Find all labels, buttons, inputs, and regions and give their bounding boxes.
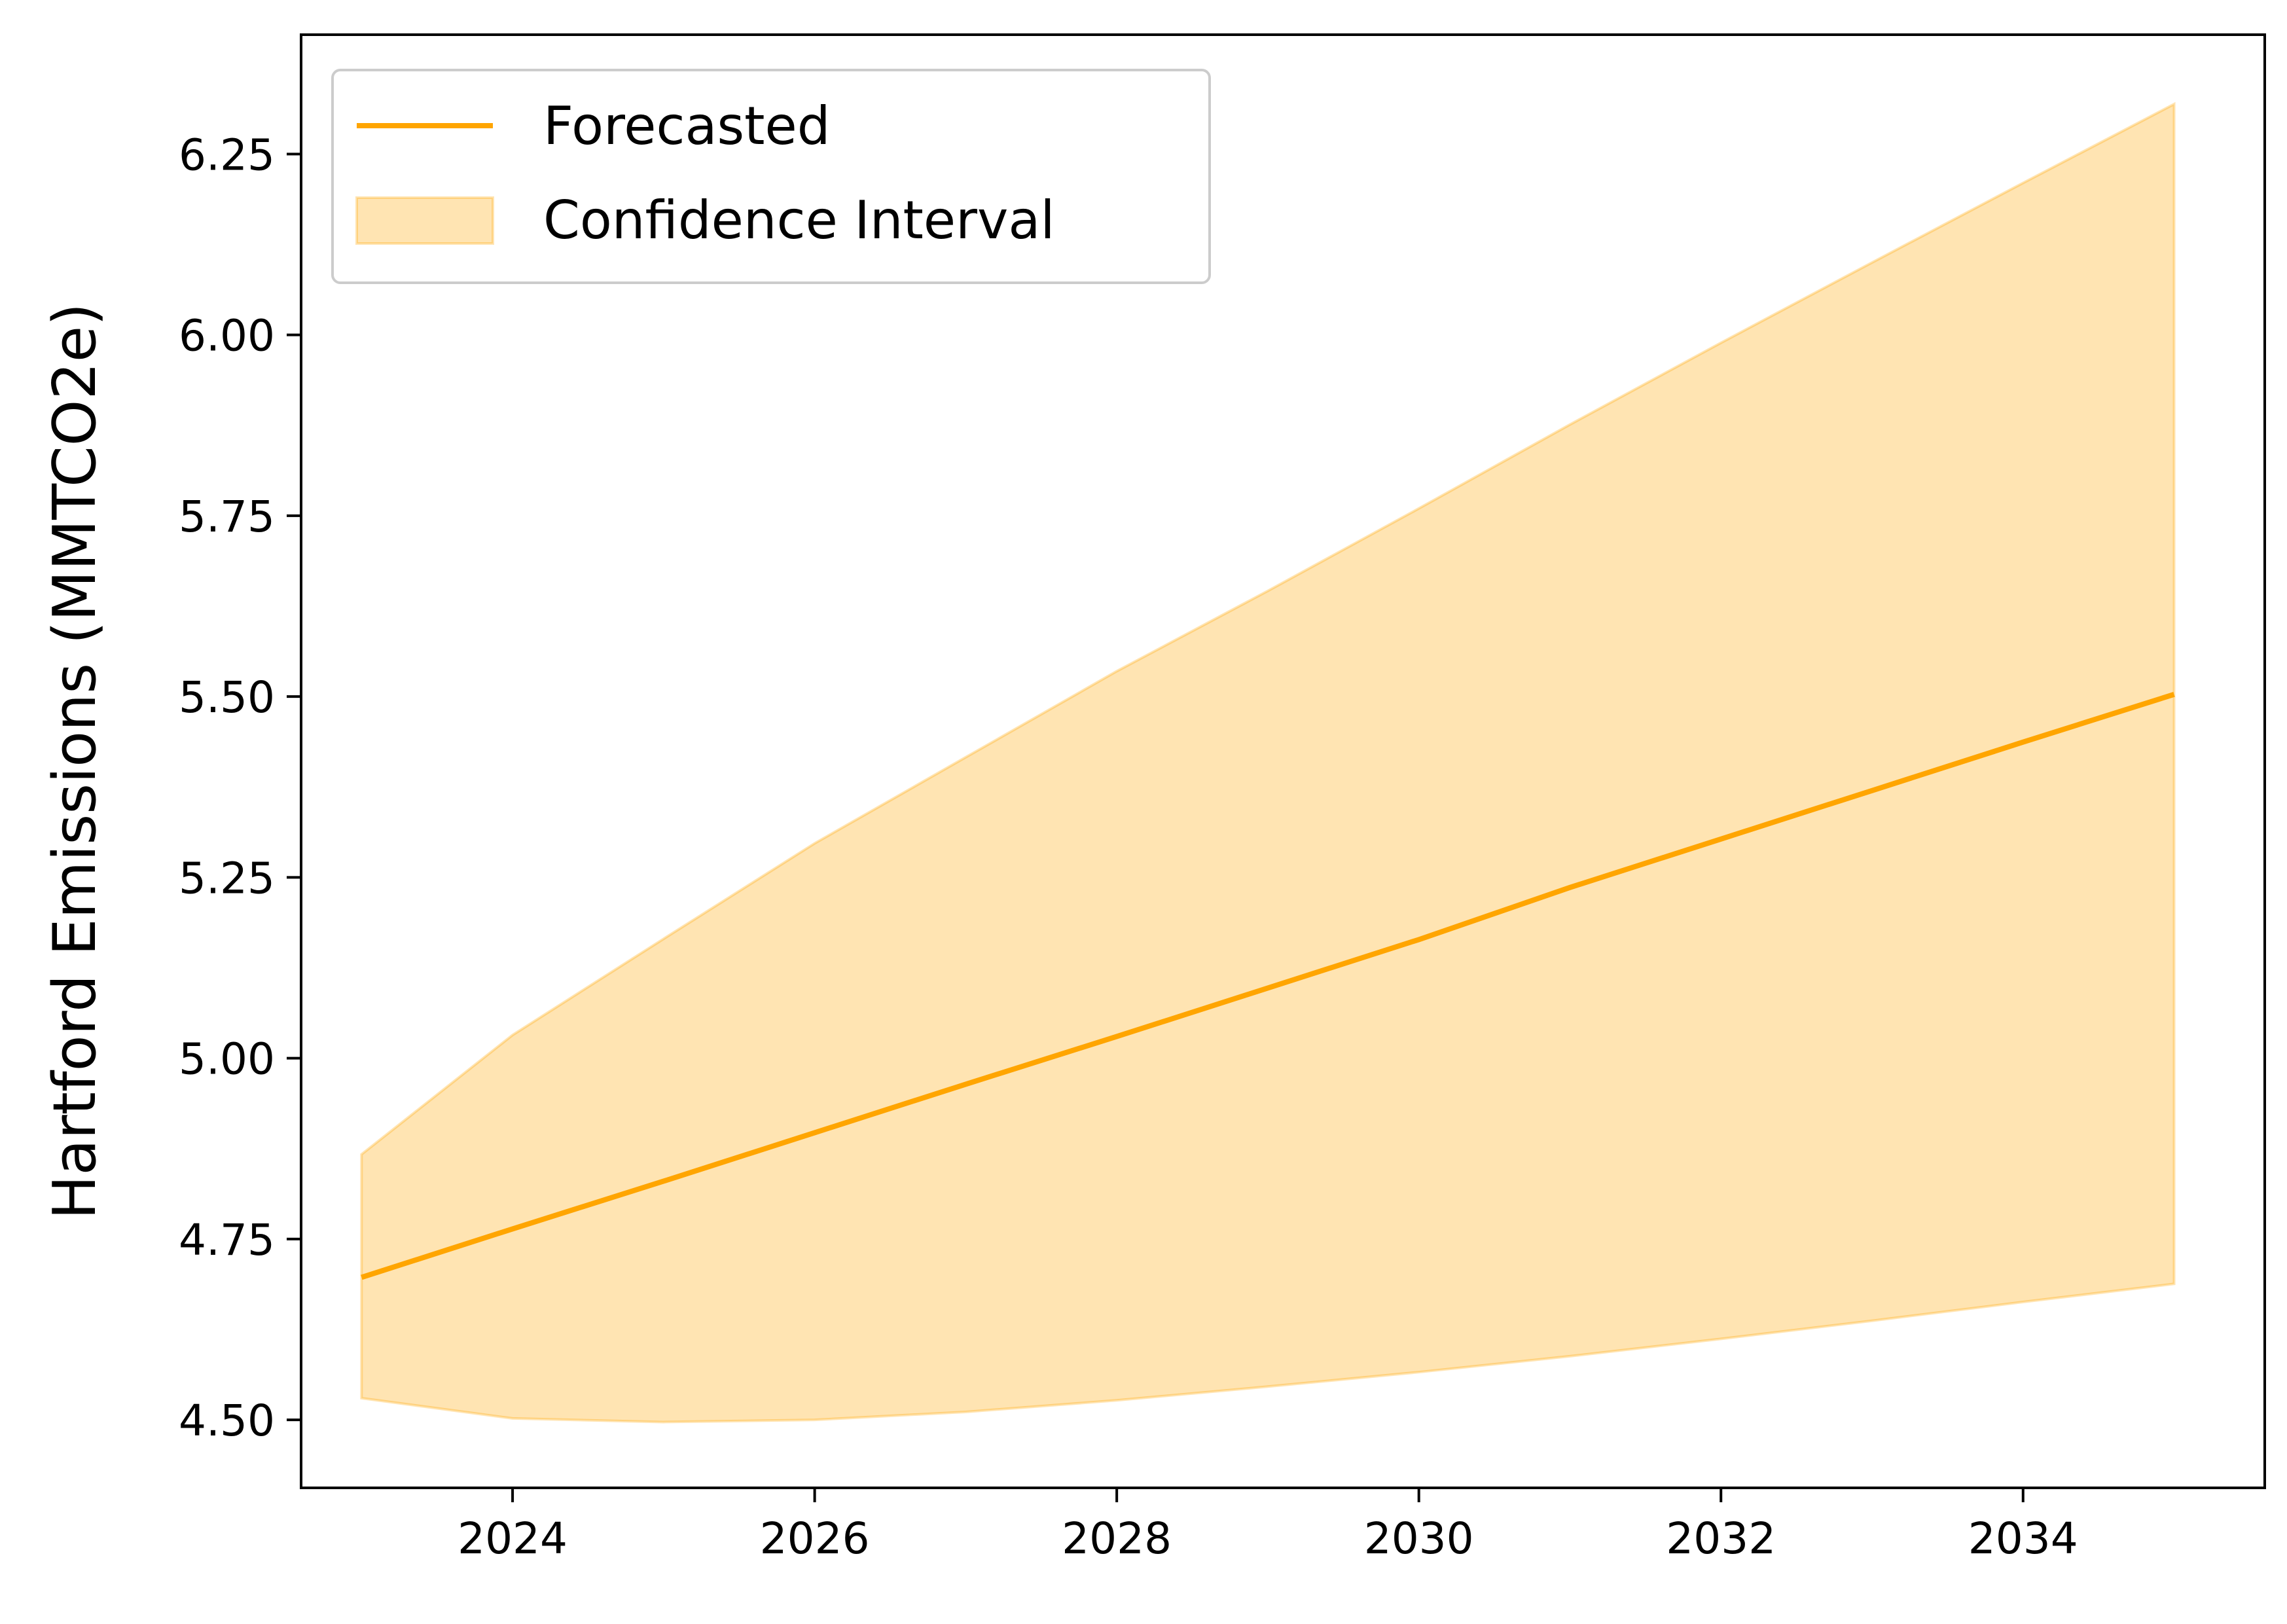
- y-tick-label: 5.25: [179, 853, 275, 903]
- x-tick-label: 2028: [1062, 1513, 1172, 1564]
- y-tick-label: 5.75: [179, 492, 275, 542]
- plot-frame: [300, 33, 2266, 1489]
- y-tick-label: 6.25: [179, 130, 275, 180]
- x-tick-label: 2030: [1364, 1513, 1474, 1564]
- x-axis: 2024 2026 2028 2030 2032 2034: [458, 1488, 2078, 1564]
- y-tick-label: 4.50: [179, 1396, 275, 1446]
- legend-forecasted-label: Forecasted: [543, 96, 831, 156]
- confidence-band-layer: [360, 101, 2176, 1424]
- forecast-line-layer: [361, 691, 2175, 1280]
- forecasted-line: [361, 691, 2175, 1280]
- legend-confidence-interval-swatch: [355, 196, 494, 245]
- confidence-interval-band: [360, 101, 2176, 1424]
- x-tick-label: 2026: [760, 1513, 870, 1564]
- y-axis-label: Hartford Emissions (MMTCO2e): [41, 303, 109, 1220]
- y-tick-label: 5.50: [179, 672, 275, 723]
- y-tick-label: 4.75: [179, 1215, 275, 1265]
- legend-confidence-interval-label: Confidence Interval: [543, 190, 1055, 251]
- y-tick-label: 6.00: [179, 311, 275, 361]
- legend: Forecasted Confidence Interval: [331, 69, 1211, 284]
- x-tick-label: 2034: [1968, 1513, 2078, 1564]
- x-tick-label: 2032: [1666, 1513, 1776, 1564]
- legend-frame: [331, 69, 1211, 284]
- y-tick-label: 5.00: [179, 1034, 275, 1085]
- x-tick-label: 2024: [458, 1513, 567, 1564]
- y-axis: 4.50 4.75 5.00 5.25 5.50 5.75 6.00 6.25: [179, 130, 301, 1446]
